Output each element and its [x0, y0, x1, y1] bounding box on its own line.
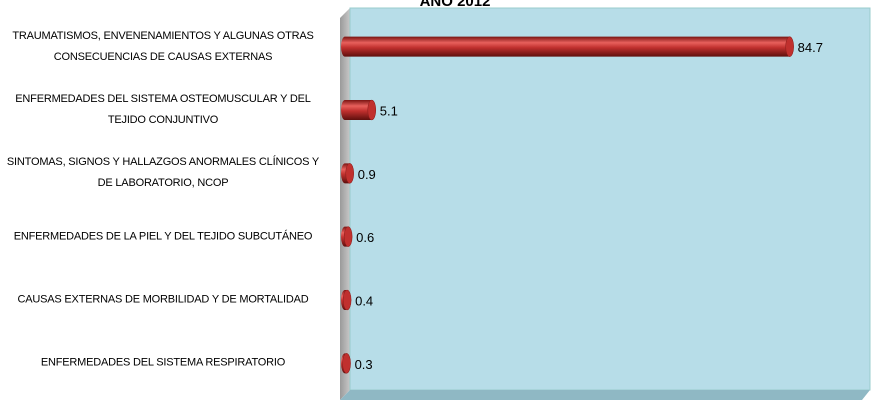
category-label: ENFERMEDADES DEL SISTEMA RESPIRATORIO — [40, 356, 286, 369]
category-label: TRAUMATISMOS, ENVENENAMIENTOS Y ALGUNAS … — [12, 29, 314, 63]
value-label: 84.7 — [798, 40, 823, 55]
bar — [341, 100, 376, 120]
category-label: CAUSAS EXTERNAS DE MORBILIDAD Y DE MORTA… — [17, 293, 309, 306]
category-label: ENFERMEDADES DE LA PIEL Y DEL TEJIDO SUB… — [13, 230, 313, 243]
category-label: ENFERMEDADES DEL SISTEMA OSTEOMUSCULAR Y… — [15, 93, 311, 126]
floor — [340, 390, 870, 400]
bar-cap — [343, 226, 353, 247]
bar-cap — [345, 163, 354, 184]
category-label: SINTOMAS, SIGNOS Y HALLAZGOS ANORMALES C… — [6, 156, 320, 190]
bar-cap — [367, 99, 377, 121]
side-wall — [340, 8, 350, 400]
value-label: 0.6 — [356, 230, 374, 245]
value-label: 5.1 — [380, 103, 398, 118]
value-label: 0.3 — [355, 357, 373, 372]
value-label: 0.9 — [358, 167, 376, 182]
chart-title: AÑO 2012 — [420, 0, 491, 10]
bar-cap — [342, 353, 351, 374]
plot-area — [349, 7, 871, 391]
bar — [341, 36, 794, 57]
bar-cap — [785, 36, 794, 57]
value-label: 0.4 — [355, 293, 373, 308]
bar-cap — [342, 289, 352, 311]
